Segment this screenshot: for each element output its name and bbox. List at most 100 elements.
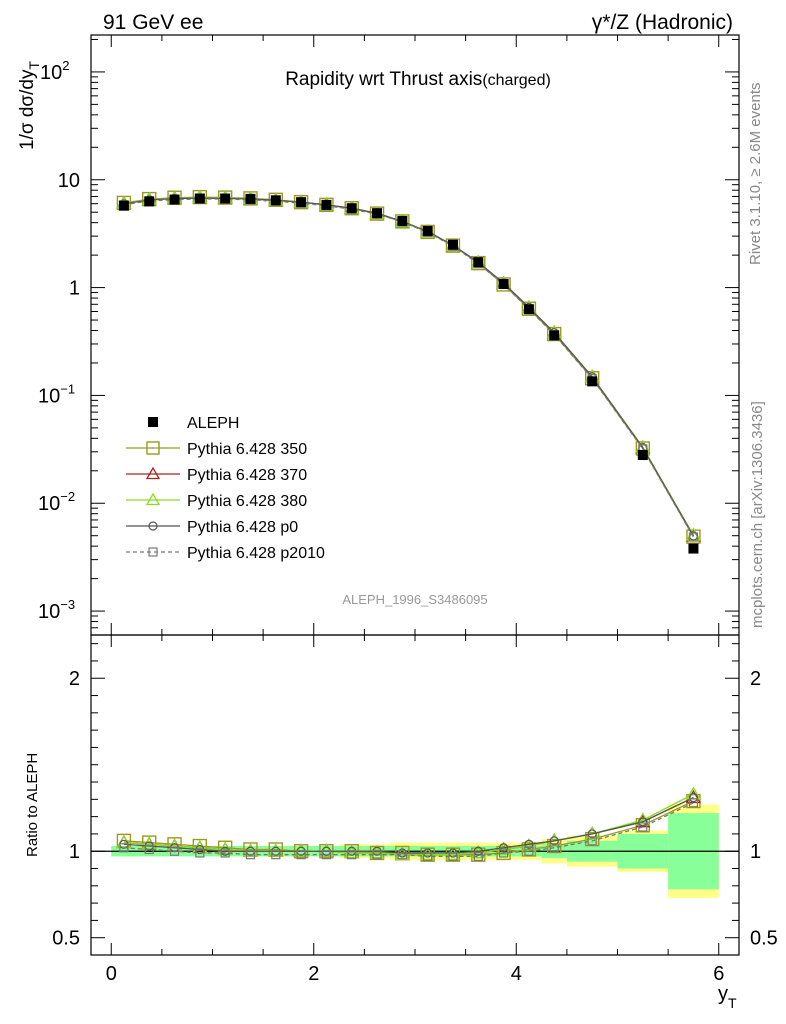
side-mcplots: mcplots.cern.ch [arXiv:1306.3436] bbox=[749, 401, 766, 628]
ratio-point bbox=[498, 848, 509, 858]
ratio-point bbox=[220, 848, 230, 858]
ratio-point bbox=[521, 842, 537, 857]
ratio-point bbox=[587, 829, 597, 839]
data-point bbox=[321, 199, 332, 210]
data-point bbox=[422, 225, 433, 236]
ratio-point bbox=[473, 846, 483, 856]
y-tick-label-exp: 2 bbox=[62, 58, 69, 73]
y-tick-label-base: 10 bbox=[58, 170, 80, 192]
ratio-point bbox=[638, 822, 648, 832]
y-tick-label-exp: −3 bbox=[60, 597, 75, 612]
data-point bbox=[688, 543, 699, 554]
legend-marker bbox=[148, 521, 158, 531]
ratio-point bbox=[445, 846, 461, 861]
legend-marker bbox=[145, 466, 161, 480]
ratio-point bbox=[688, 792, 699, 803]
series-line-main bbox=[123, 196, 695, 537]
y-tick-label-base: 10 bbox=[40, 62, 62, 84]
ratio-point bbox=[549, 836, 559, 846]
ratio-point bbox=[498, 843, 509, 853]
chart-title: Rapidity wrt Thrust axis(charged) bbox=[285, 69, 551, 90]
legend-marker bbox=[148, 547, 158, 557]
header-left: 91 GeV ee bbox=[103, 11, 203, 34]
data-point bbox=[220, 193, 231, 204]
ratio-series bbox=[116, 786, 702, 862]
series-line-main bbox=[123, 196, 695, 537]
ratio-point bbox=[296, 850, 306, 860]
chart-title-sub: (charged) bbox=[482, 72, 550, 89]
series-point bbox=[547, 326, 562, 342]
x-axis-label-sub: T bbox=[728, 995, 737, 1011]
legend-label: Pythia 6.428 p0 bbox=[187, 519, 298, 536]
ratio-point bbox=[347, 850, 357, 860]
ratio-point bbox=[524, 839, 534, 849]
x-tick-label: 2 bbox=[308, 963, 319, 985]
x-tick-label: 6 bbox=[713, 963, 724, 985]
y-tick-label-base: 1 bbox=[69, 278, 80, 300]
ratio-point bbox=[420, 846, 436, 861]
legend-label: Pythia 6.428 p2010 bbox=[187, 545, 325, 562]
header-right: γ*/Z (Hadronic) bbox=[592, 11, 733, 34]
ratio-tick-label-left: 0.5 bbox=[52, 928, 80, 950]
data-point bbox=[194, 193, 205, 204]
data-point bbox=[447, 239, 458, 250]
legend-marker bbox=[146, 441, 160, 455]
ratio-point bbox=[524, 846, 534, 856]
data-point bbox=[523, 304, 534, 315]
ratio-point bbox=[549, 843, 559, 853]
legend-marker bbox=[145, 492, 161, 506]
ratio-tick-label-right: 2 bbox=[750, 668, 761, 690]
ratio-point bbox=[344, 845, 360, 859]
data-point bbox=[587, 376, 598, 387]
series-line-main bbox=[123, 197, 695, 537]
ratio-point bbox=[271, 850, 281, 860]
ratio-point bbox=[394, 846, 410, 861]
y-axis-label-main: 1/σ dσ/dy bbox=[17, 69, 38, 150]
y-tick-label-exp: −2 bbox=[60, 489, 75, 504]
y-tick-label-base: 10 bbox=[38, 493, 60, 515]
y-tick-label: 10−3 bbox=[38, 597, 75, 623]
ratio-point bbox=[369, 845, 385, 859]
y-tick-label: 10−1 bbox=[38, 381, 75, 407]
y-axis-label-sub: T bbox=[26, 61, 42, 70]
x-tick-label: 4 bbox=[511, 963, 522, 985]
legend-label: Pythia 6.428 380 bbox=[187, 493, 307, 510]
data-point bbox=[296, 197, 307, 208]
x-axis-label-main: y bbox=[718, 983, 728, 1005]
y-tick-label-exp: −1 bbox=[60, 381, 75, 396]
legend-label: Pythia 6.428 350 bbox=[187, 441, 307, 458]
data-point bbox=[549, 330, 560, 341]
x-tick-label: 0 bbox=[106, 963, 117, 985]
ratio-point bbox=[144, 844, 154, 855]
ratio-point bbox=[685, 789, 702, 804]
series-point bbox=[688, 532, 699, 542]
series-line-ratio bbox=[123, 802, 694, 858]
y-tick-label-base: 10 bbox=[38, 601, 60, 623]
main-series bbox=[116, 189, 702, 554]
data-point bbox=[473, 257, 484, 268]
ratio-point bbox=[169, 846, 180, 856]
ratio-y-label: Ratio to ALEPH bbox=[24, 753, 41, 857]
series-line-main bbox=[123, 198, 695, 538]
ratio-point bbox=[473, 851, 483, 862]
legend-marker bbox=[148, 417, 158, 427]
y-tick-label: 1 bbox=[69, 278, 80, 300]
y-axis-label: 1/σ dσ/dyT bbox=[17, 61, 42, 151]
x-axis-label: yT bbox=[718, 983, 737, 1011]
ratio-point bbox=[448, 851, 458, 862]
watermark: ALEPH_1996_S3486095 bbox=[342, 592, 487, 607]
legend: ALEPH Pythia 6.428 350 Pythia 6.428 370 Pyt… bbox=[126, 415, 325, 562]
ratio-frame bbox=[90, 634, 740, 956]
data-point bbox=[169, 194, 180, 205]
data-point bbox=[346, 203, 357, 214]
data-point bbox=[397, 215, 408, 226]
y-tick-label: 10 bbox=[58, 170, 80, 192]
ratio-tick-label-right: 1 bbox=[750, 841, 761, 863]
ratio-point bbox=[688, 798, 699, 808]
ratio-tick-label-right: 0.5 bbox=[750, 928, 778, 950]
ratio-point bbox=[423, 851, 433, 862]
legend-label: ALEPH bbox=[187, 415, 239, 432]
series-line-main bbox=[123, 196, 695, 536]
ratio-point bbox=[471, 847, 486, 862]
